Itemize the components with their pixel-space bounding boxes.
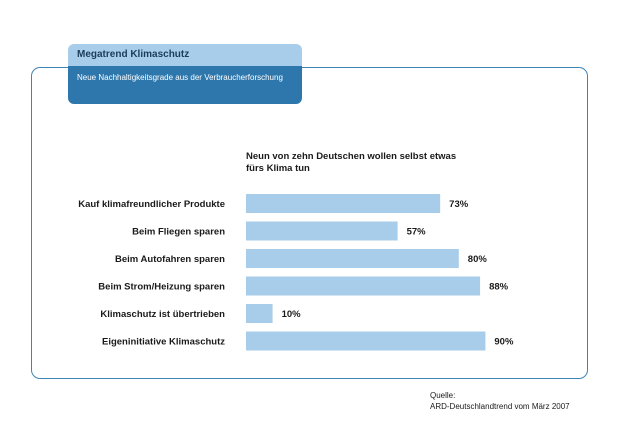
- header-tab: Megatrend Klimaschutz: [68, 44, 302, 66]
- category-label-4: Beim Strom/Heizung sparen: [98, 282, 225, 293]
- bar-2: [246, 221, 398, 241]
- bar-3: [246, 249, 459, 268]
- category-label-1: Kauf klimafreundlicher Produkte: [78, 199, 225, 210]
- category-label-2: Beim Fliegen sparen: [132, 227, 225, 238]
- header-tab-subtitle: Neue Nachhaltigkeitsgrade aus der Verbra…: [77, 73, 283, 82]
- value-label-4: 88%: [489, 282, 509, 293]
- source-label: Quelle:: [430, 391, 456, 400]
- category-label-3: Beim Autofahren sparen: [115, 254, 225, 265]
- value-label-5: 10%: [282, 309, 302, 320]
- category-label-6: Eigeninitiative Klimaschutz: [102, 337, 225, 348]
- header-tab-title: Megatrend Klimaschutz: [77, 49, 190, 60]
- source-text: ARD-Deutschlandtrend vom März 2007: [430, 402, 570, 411]
- category-label-5: Klimaschutz ist übertrieben: [100, 309, 225, 320]
- value-label-6: 90%: [494, 337, 514, 348]
- bar-4: [246, 276, 481, 296]
- bar-1: [246, 194, 441, 213]
- source-note: Quelle: ARD-Deutschlandtrend vom März 20…: [430, 390, 570, 412]
- bar-6: [246, 331, 486, 351]
- value-label-3: 80%: [468, 254, 488, 265]
- value-label-1: 73%: [449, 199, 469, 210]
- header-subtitle-box: Neue Nachhaltigkeitsgrade aus der Verbra…: [68, 66, 302, 104]
- value-label-2: 57%: [407, 227, 427, 238]
- chart-frame: [31, 67, 588, 379]
- bar-5: [246, 304, 273, 323]
- chart-title: Neun von zehn Deutschen wollen selbst et…: [246, 151, 457, 174]
